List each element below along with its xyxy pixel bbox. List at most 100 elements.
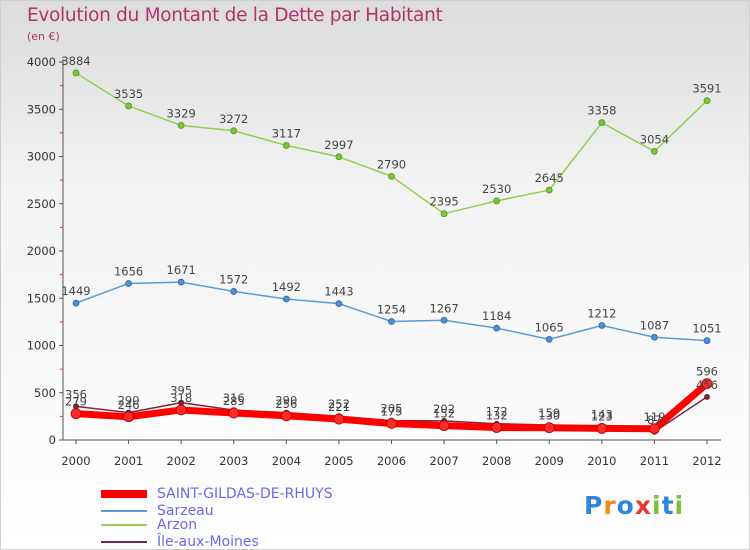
- legend-swatch-saint-gildas: [101, 489, 147, 498]
- data-point: [438, 420, 450, 432]
- data-label: 119: [643, 410, 665, 424]
- series-layer: [70, 69, 713, 435]
- data-label: 596: [696, 365, 718, 379]
- x-tick-label: 2003: [219, 454, 248, 468]
- data-point: [386, 418, 397, 429]
- data-label: 1267: [429, 301, 458, 315]
- logo-letter: i: [674, 491, 685, 520]
- data-point: [230, 288, 238, 295]
- data-label: 356: [65, 387, 87, 401]
- axes: 0 500 1000 1500 2000 2500 3000 3500 4000 2000 2001…: [27, 55, 722, 468]
- y-tick-label: 500: [34, 386, 56, 400]
- data-label: 1572: [219, 272, 248, 286]
- logo-letter: x: [634, 491, 652, 520]
- legend-label-arzon: Arzon: [157, 516, 198, 533]
- proxiti-logo: Proxiti: [584, 491, 684, 520]
- data-label: 3054: [640, 132, 669, 146]
- data-point: [493, 197, 501, 205]
- data-label: 1449: [61, 284, 90, 298]
- chart-unit: (en €): [27, 30, 60, 43]
- data-point: [703, 337, 711, 345]
- x-tick-label: 2004: [272, 454, 301, 468]
- logo-letter: o: [616, 491, 635, 520]
- data-point: [177, 122, 185, 129]
- data-label: 395: [170, 384, 192, 398]
- data-label: 285: [223, 394, 245, 408]
- data-label: 3884: [61, 54, 90, 68]
- x-tick-label: 2009: [535, 454, 564, 468]
- data-point: [545, 335, 553, 343]
- data-point: [72, 69, 80, 77]
- data-label: 2997: [324, 138, 353, 152]
- data-point: [125, 102, 132, 110]
- data-point: [228, 407, 240, 419]
- x-tick-label: 2012: [692, 454, 721, 468]
- data-point: [177, 278, 185, 286]
- x-tick-label: 2000: [61, 454, 90, 468]
- data-label: 3272: [219, 112, 248, 126]
- data-label: 132: [486, 409, 508, 423]
- x-tick-label: 2006: [377, 454, 406, 468]
- y-tick-label: 2000: [27, 244, 56, 258]
- data-label: 130: [538, 409, 560, 423]
- data-point: [230, 127, 238, 135]
- data-label: 279: [65, 395, 87, 409]
- data-label: 456: [696, 378, 718, 392]
- data-label: 172: [486, 405, 508, 419]
- data-label: 3535: [114, 87, 143, 101]
- data-label: 316: [223, 391, 245, 405]
- data-point: [703, 97, 711, 105]
- data-label: 202: [433, 402, 455, 416]
- x-tick-label: 2011: [640, 454, 669, 468]
- data-label: 1212: [587, 306, 616, 320]
- data-label: 290: [275, 394, 297, 408]
- legend-swatch-arzon: [101, 523, 147, 526]
- data-label: 3329: [167, 106, 196, 120]
- data-point: [651, 147, 658, 155]
- data-label: 1051: [692, 322, 721, 336]
- data-label: 205: [381, 402, 403, 416]
- data-label: 252: [328, 397, 350, 411]
- data-label: 3591: [692, 82, 721, 96]
- data-label: 1087: [640, 318, 669, 332]
- logo-letter: r: [603, 491, 617, 520]
- data-label: 1065: [535, 320, 564, 334]
- data-label: 152: [433, 407, 455, 421]
- x-tick-label: 2010: [587, 454, 616, 468]
- x-tick-label: 2001: [114, 454, 143, 468]
- legend-swatch-sarzeau: [101, 509, 147, 512]
- x-tick-label: 2002: [167, 454, 196, 468]
- x-tick-label: 2008: [482, 454, 511, 468]
- y-tick-label: 0: [49, 433, 56, 447]
- data-point: [333, 413, 345, 425]
- data-point: [440, 316, 448, 324]
- data-point: [280, 410, 292, 422]
- logo-letter: i: [652, 491, 662, 520]
- legend-label-saint-gildas: SAINT-GILDAS-DE-RHUYS: [157, 485, 333, 502]
- data-label: 290: [118, 394, 140, 408]
- data-label: 3358: [587, 104, 616, 118]
- data-point: [388, 172, 395, 180]
- data-point: [651, 333, 658, 341]
- data-label: 2395: [429, 195, 458, 209]
- chart-title: Evolution du Montant de la Dette par Hab…: [27, 5, 443, 26]
- data-point: [70, 408, 82, 420]
- data-point: [282, 142, 290, 149]
- x-tick-label: 2007: [429, 454, 458, 468]
- data-label: 256: [275, 397, 297, 411]
- data-point: [125, 280, 132, 287]
- y-tick-label: 2500: [27, 197, 56, 211]
- y-tick-label: 1000: [27, 339, 56, 353]
- data-label: 1492: [272, 280, 301, 294]
- data-point: [282, 295, 290, 303]
- y-tick-label: 1500: [27, 291, 56, 305]
- data-point: [335, 153, 343, 161]
- data-point: [493, 324, 501, 332]
- y-tick-label: 4000: [27, 55, 56, 69]
- y-tick-label: 3500: [27, 102, 56, 116]
- data-point: [175, 404, 187, 416]
- data-point: [704, 394, 710, 400]
- data-point: [440, 210, 448, 218]
- data-label: 246: [118, 398, 140, 412]
